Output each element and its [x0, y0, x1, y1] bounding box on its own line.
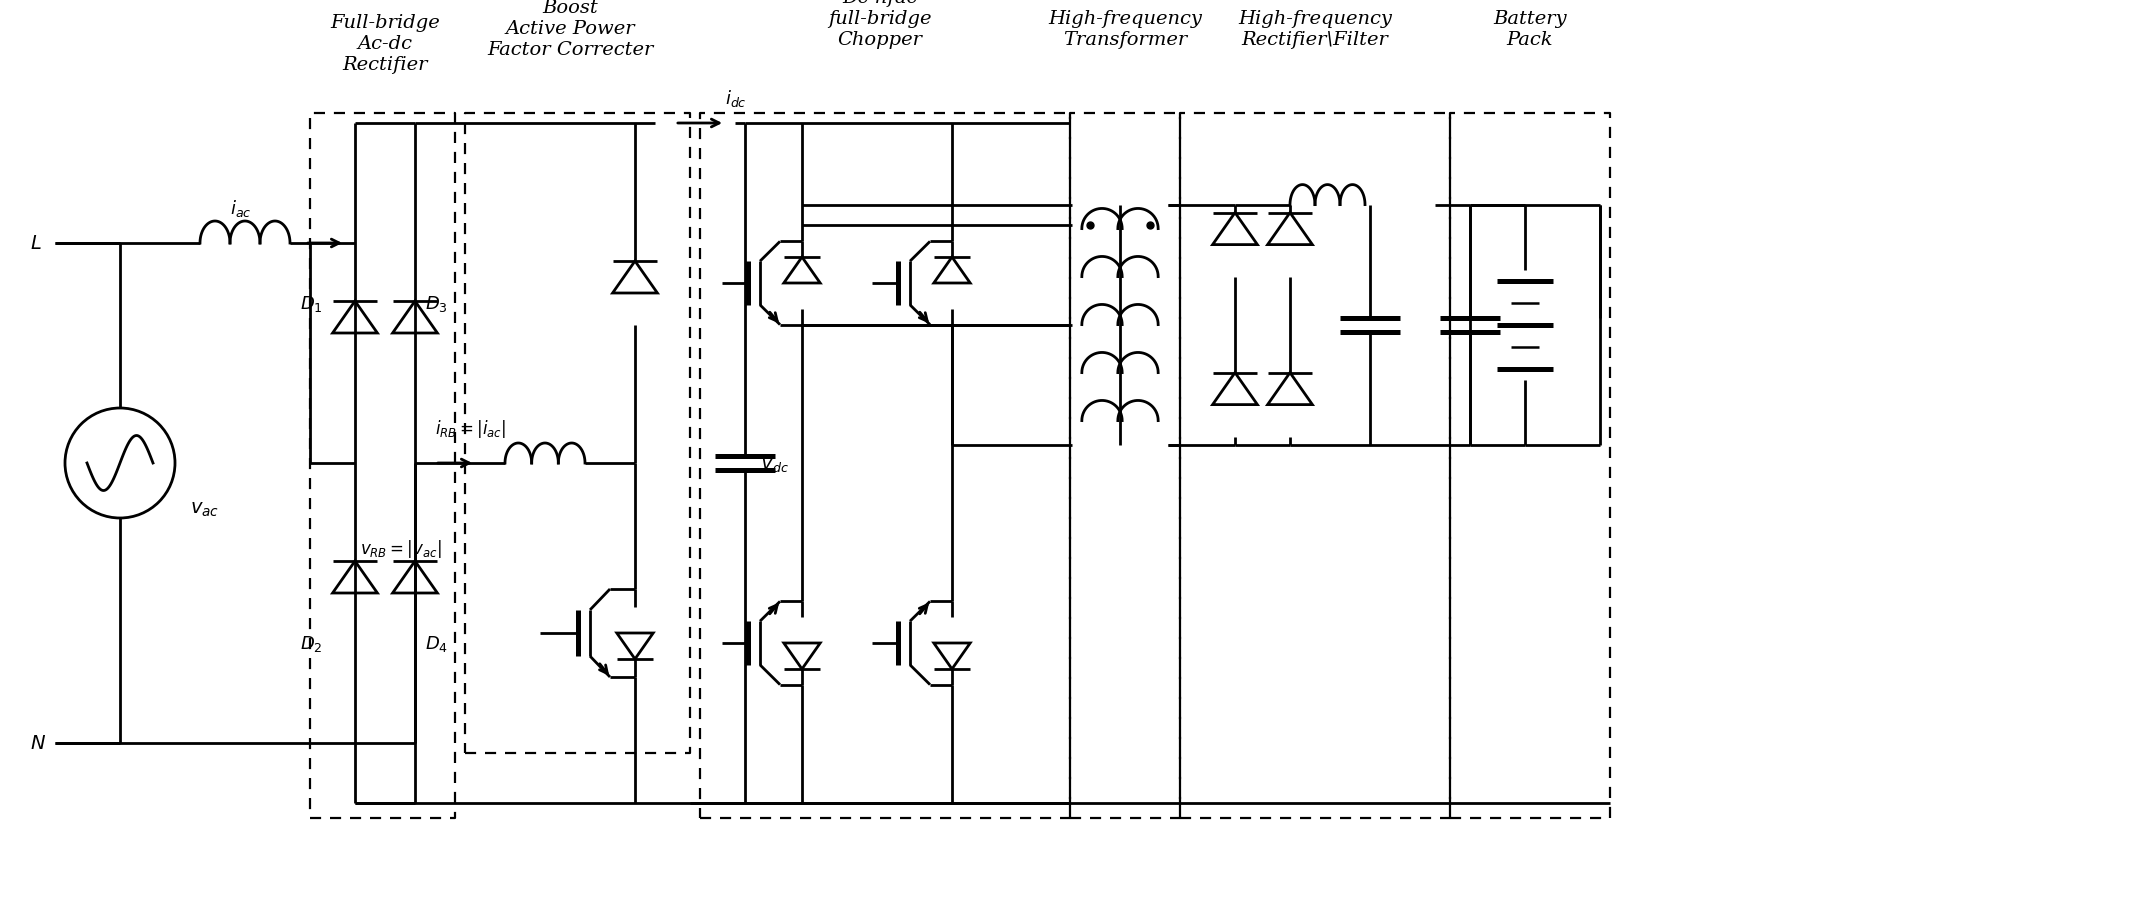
Text: Full-bridge
Ac-dc
Rectifier: Full-bridge Ac-dc Rectifier	[330, 14, 439, 74]
Text: $v_{RB}=|v_{ac}|$: $v_{RB}=|v_{ac}|$	[360, 537, 442, 559]
Text: High-frequency
Rectifier\Filter: High-frequency Rectifier\Filter	[1239, 10, 1391, 49]
Text: Battery
Pack: Battery Pack	[1493, 10, 1566, 49]
Text: Dc-hfac
full-bridge
Chopper: Dc-hfac full-bridge Chopper	[829, 0, 933, 49]
Text: $i_{dc}$: $i_{dc}$	[726, 88, 747, 109]
Text: $V_{dc}$: $V_{dc}$	[760, 453, 788, 473]
Text: High-frequency
Transformer: High-frequency Transformer	[1049, 10, 1202, 49]
Text: $D_4$: $D_4$	[424, 633, 448, 653]
Text: $D_3$: $D_3$	[424, 293, 448, 313]
Text: $D_1$: $D_1$	[299, 293, 323, 313]
Text: $i_{RB}=|i_{ac}|$: $i_{RB}=|i_{ac}|$	[435, 417, 506, 440]
Text: Boost
Active Power
Factor Correcter: Boost Active Power Factor Correcter	[487, 0, 653, 59]
Text: $i_{ac}$: $i_{ac}$	[230, 198, 252, 219]
Text: $L$: $L$	[30, 235, 41, 253]
Text: $N$: $N$	[30, 734, 45, 752]
Text: $D_2$: $D_2$	[299, 633, 323, 653]
Text: $v_{ac}$: $v_{ac}$	[190, 500, 220, 518]
